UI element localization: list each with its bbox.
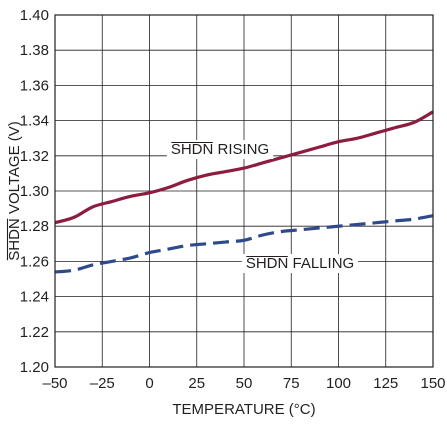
x-axis-ticks: –50 –25 0 25 50 75 100 125 150 (42, 375, 445, 392)
y-tick-label: 1.36 (20, 77, 49, 94)
x-tick-label: –25 (90, 375, 115, 392)
label-background (241, 254, 359, 273)
y-tick-label: 1.34 (20, 113, 49, 130)
y-tick-label: 1.28 (20, 218, 49, 235)
y-axis-title-overbar: SHDN (6, 218, 23, 261)
x-tick-label: 125 (373, 375, 398, 392)
x-axis-title: TEMPERATURE (°C) (172, 401, 315, 418)
y-tick-label: 1.30 (20, 183, 49, 200)
y-tick-label: 1.32 (20, 148, 49, 165)
grid (54, 14, 434, 368)
label-background (166, 140, 274, 159)
x-tick-label: 25 (188, 375, 205, 392)
x-tick-label: 150 (420, 375, 445, 392)
series-label-text: SHDN RISING (171, 141, 269, 158)
series-label-text: SHDN FALLING (246, 255, 354, 272)
svg-text:SHDN VOLTAGE (V): SHDN VOLTAGE (V) (6, 121, 23, 260)
series-line-shdn-falling (54, 214, 434, 274)
x-tick-label: 0 (145, 375, 153, 392)
label-overbar-part: SHDN (171, 141, 214, 158)
y-tick-label: 1.22 (20, 324, 49, 341)
y-axis-title-rest: VOLTAGE (V) (6, 121, 23, 218)
x-tick-label: 75 (283, 375, 300, 392)
series-line-shdn-rising (54, 110, 434, 225)
label-rest-part: FALLING (288, 255, 354, 272)
y-tick-label: 1.38 (20, 42, 49, 59)
y-tick-label: 1.20 (20, 359, 49, 376)
y-axis-title: SHDN VOLTAGE (V) (6, 121, 23, 260)
series-layer (54, 110, 434, 274)
y-tick-label: 1.24 (20, 289, 49, 306)
y-tick-label: 1.40 (20, 7, 49, 24)
x-tick-label: 50 (236, 375, 253, 392)
y-tick-label: 1.26 (20, 253, 49, 270)
label-rest-part: RISING (213, 141, 269, 158)
x-tick-label: 100 (326, 375, 351, 392)
plot-frame (54, 14, 434, 368)
series-label-falling: SHDN FALLING (241, 254, 359, 273)
label-overbar-part: SHDN (246, 255, 289, 272)
x-tick-label: –50 (42, 375, 67, 392)
series-label-rising: SHDN RISING (166, 140, 274, 159)
y-axis-ticks: 1.20 1.22 1.24 1.26 1.28 1.30 1.32 1.34 1.36 1.38… (20, 7, 49, 376)
